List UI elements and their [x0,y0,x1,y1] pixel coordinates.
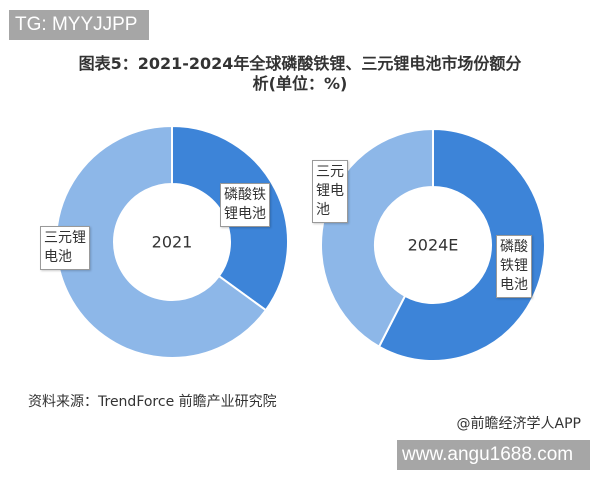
donut-slice [55,124,268,359]
slice-label-lfp-2021: 磷酸铁 锂电池 [220,183,270,227]
slice-label-lfp-2024e: 磷酸 铁锂 电池 [496,235,532,298]
slice-label-ncm-2021: 三元锂 电池 [40,226,90,270]
slice-label-ncm-2024e: 三元 锂电 池 [312,160,348,223]
label-line: 池 [316,202,330,218]
label-line: 电池 [44,249,72,265]
donut-slice [377,127,546,362]
label-line: 铁锂 [500,258,528,274]
center-label-2024e: 2024E [407,235,459,255]
label-line: 磷酸铁 [224,187,266,203]
center-label-2021: 2021 [151,232,193,252]
label-line: 三元锂 [44,230,86,246]
watermark-top: TG: MYYJJPP [9,10,149,40]
watermark-bottom: www.angu1688.com [397,440,590,470]
credit: @前瞻经济学人APP [456,416,581,432]
label-line: 三元 [316,164,344,180]
source-note: 资料来源：TrendForce 前瞻产业研究院 [28,394,277,410]
donut-slice [320,127,434,349]
chart-title-line2: 析(单位：%) [252,74,348,93]
label-line: 锂电池 [224,206,266,222]
label-line: 锂电 [316,183,344,199]
chart-title: 图表5：2021-2024年全球磷酸铁锂、三元锂电池市场份额分 析(单位：%) [30,54,570,94]
chart-title-line1: 图表5：2021-2024年全球磷酸铁锂、三元锂电池市场份额分 [78,54,522,73]
label-line: 磷酸 [500,239,528,255]
label-line: 电池 [500,277,528,293]
